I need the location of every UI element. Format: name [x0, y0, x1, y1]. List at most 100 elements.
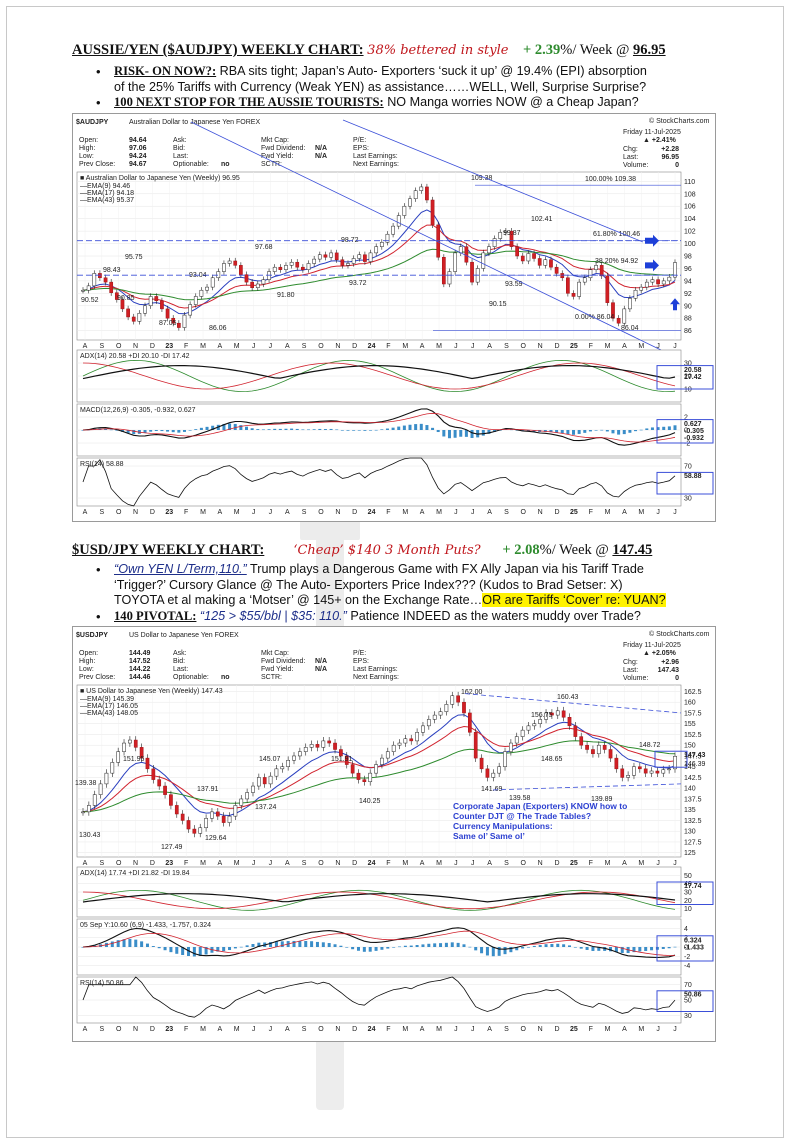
- candle: [409, 738, 414, 742]
- x-tick-label: J: [656, 343, 660, 350]
- price-annotation: 137.24: [255, 804, 277, 811]
- x-tick-label: S: [302, 860, 307, 867]
- macd-hist-bar: [622, 430, 626, 435]
- macd-hist-bar: [181, 947, 185, 956]
- legend-main: ■ Australian Dollar to Japanese Yen (Wee…: [80, 175, 240, 182]
- candle: [403, 738, 408, 744]
- y-tick-label: 30: [684, 361, 692, 368]
- macd-hist-bar: [154, 430, 158, 432]
- chart-symbol: $USDJPY: [76, 632, 108, 639]
- y-tick-label: 30: [684, 496, 692, 503]
- highlight-box: [656, 881, 714, 905]
- candle: [667, 768, 671, 771]
- macd-hist-bar: [166, 430, 170, 432]
- macd-hist-bar: [462, 944, 466, 947]
- adx-value: 20.58: [684, 367, 702, 374]
- x-tick-label: M: [605, 509, 611, 516]
- chart-pct: ▲ +2.41%: [643, 137, 677, 144]
- bullet-text: of the 25% Tariffs with Currency (Weak Y…: [114, 79, 647, 94]
- legend-main: ■ US Dollar to Japanese Yen (Weekly) 147…: [80, 688, 223, 695]
- price-annotation: 146.39: [684, 761, 706, 768]
- y-tick-label: 50: [684, 873, 692, 880]
- macd-hist-bar: [327, 943, 331, 947]
- bullet-text: TOYOTA et al making a ‘Motser’ @ 145+ on…: [114, 593, 483, 607]
- candle: [92, 273, 97, 287]
- macd-hist-bar: [567, 945, 571, 947]
- price-annotation: 98.43: [103, 267, 121, 274]
- x-tick-label: D: [554, 343, 559, 350]
- price-annotation: 93.72: [349, 280, 367, 287]
- candle: [344, 755, 349, 765]
- macd-hist-bar: [318, 428, 322, 430]
- macd-hist-bar: [532, 945, 536, 947]
- stat-value: 96.95: [661, 154, 679, 161]
- macd-hist-bar: [673, 425, 677, 430]
- macd-hist-bar: [171, 430, 175, 433]
- macd-hist-bar: [526, 430, 530, 432]
- bullet-quote: “125 > $55/bbl | $35: 110.”: [196, 608, 347, 623]
- macd-hist-bar: [491, 947, 495, 957]
- candle: [274, 768, 279, 777]
- candle: [402, 205, 407, 216]
- candle: [628, 298, 632, 310]
- stat-label: Prev Close:: [79, 674, 115, 681]
- bullet-text: Trump plays a Dangerous Game with FX All…: [246, 562, 644, 576]
- rsi-line: [82, 976, 676, 1018]
- y-tick-label: 30: [684, 890, 692, 897]
- price-annotation: 148.72: [639, 742, 661, 749]
- macd-hist-bar: [521, 947, 525, 949]
- macd-hist-bar: [140, 941, 144, 947]
- candle: [315, 744, 320, 748]
- x-tick-label: J: [656, 1026, 660, 1033]
- price-annotation: 90.85: [117, 295, 135, 302]
- x-tick-label: F: [184, 1026, 188, 1033]
- candle: [295, 261, 300, 268]
- x-tick-label: F: [184, 343, 188, 350]
- macd-hist-bar: [157, 947, 161, 949]
- candle: [176, 322, 181, 328]
- candle: [509, 230, 514, 247]
- price-annotation: 145.07: [259, 756, 281, 763]
- candle: [515, 246, 519, 257]
- section1-change-suffix: %/ Week @: [560, 42, 630, 58]
- price-annotation: 139.89: [591, 796, 613, 803]
- candle: [577, 281, 582, 297]
- candle: [143, 305, 147, 314]
- x-tick-label: 24: [368, 509, 376, 516]
- candle: [98, 783, 103, 795]
- stat-value: N/A: [315, 153, 327, 160]
- highlight-box: [656, 935, 714, 962]
- x-tick-label: N: [335, 860, 340, 867]
- candle: [110, 762, 115, 774]
- candle: [268, 775, 273, 785]
- x-tick-label: J: [471, 860, 475, 867]
- stat-label: Last:: [623, 667, 638, 674]
- candle: [391, 225, 395, 235]
- candle: [169, 794, 173, 806]
- section2-change: + 2.08: [502, 542, 540, 558]
- macd-hist-bar: [485, 947, 489, 956]
- candle: [644, 281, 649, 288]
- usdjpy-chart: $USDJPY US Dollar to Japanese Yen FOREX © …: [72, 626, 716, 1042]
- page-border: [6, 6, 784, 1138]
- candle: [602, 744, 607, 750]
- x-tick-label: M: [200, 1026, 206, 1033]
- candle: [520, 729, 525, 737]
- adx-line: [82, 359, 676, 393]
- candle: [379, 242, 384, 247]
- x-tick-label: O: [521, 509, 527, 516]
- candle: [632, 766, 636, 776]
- x-tick-label: 24: [368, 1026, 376, 1033]
- macd-hist-bar: [605, 430, 609, 432]
- macd-hist-bar: [614, 947, 618, 953]
- x-tick-label: D: [352, 509, 357, 516]
- candle: [560, 273, 565, 279]
- x-tick-label: D: [554, 860, 559, 867]
- macd-hist-bar: [634, 430, 638, 432]
- stat-value: no: [221, 674, 230, 681]
- macd-hist-bar: [132, 430, 136, 435]
- x-tick-label: A: [83, 343, 88, 350]
- candle: [245, 792, 249, 800]
- macd-hist-bar: [312, 429, 316, 430]
- macd-hist-bar: [216, 947, 220, 952]
